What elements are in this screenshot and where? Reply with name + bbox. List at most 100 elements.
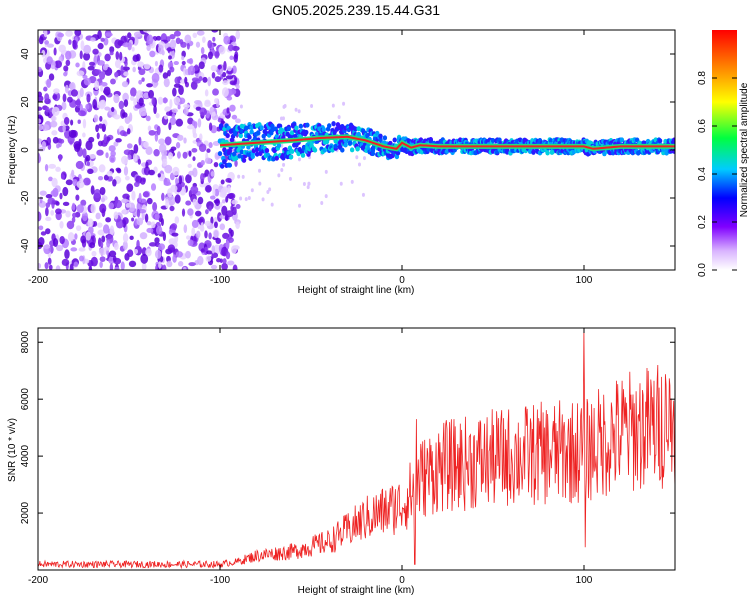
noise-blob: [174, 194, 181, 204]
noise-blob: [231, 199, 238, 205]
snr-xtick-label: -100: [210, 575, 230, 586]
noise-blob: [178, 97, 186, 105]
noise-blob: [97, 222, 103, 228]
noise-blob: [212, 187, 216, 198]
noise-blob: [109, 263, 114, 270]
noise-blob: [82, 118, 87, 129]
noise-blob: [197, 118, 202, 128]
noise-blob: [46, 56, 53, 65]
signal-blob: [250, 154, 255, 160]
noise-blob: [214, 50, 220, 59]
noise-blob: [114, 71, 119, 78]
noise-blob: [235, 84, 240, 90]
noise-blob: [153, 105, 157, 115]
noise-blob: [214, 98, 219, 104]
noise-blob: [209, 195, 216, 200]
snr-ytick-label: 4000: [20, 445, 31, 468]
noise-blob: [83, 52, 91, 61]
spectrogram-marks: [38, 30, 675, 270]
noise-blob: [98, 71, 106, 80]
noise-blob: [222, 258, 227, 265]
noise-blob: [194, 99, 202, 105]
noise-blob: [175, 37, 181, 45]
noise-blob: [112, 179, 117, 187]
noise-blob: [105, 152, 109, 159]
noise-blob: [192, 156, 196, 162]
noise-blob: [161, 158, 168, 167]
noise-blob: [219, 214, 227, 219]
noise-blob: [133, 181, 140, 187]
noise-blob: [52, 238, 59, 247]
noise-blob: [113, 141, 119, 147]
signal-blob: [247, 134, 252, 140]
noise-blob: [45, 194, 53, 199]
noise-blob: [64, 249, 70, 260]
noise-blob: [133, 31, 142, 38]
noise-blob: [221, 199, 226, 204]
noise-blob: [205, 184, 212, 193]
signal-blob: [672, 137, 675, 143]
noise-blob: [59, 138, 65, 144]
noise-blob: [83, 77, 91, 86]
noise-blob: [63, 116, 70, 125]
noise-blob: [171, 113, 176, 119]
signal-blob: [619, 137, 625, 143]
noise-blob: [98, 247, 107, 256]
noise-blob: [194, 210, 202, 217]
noise-blob: [95, 212, 101, 220]
noise-blob: [104, 32, 113, 37]
noise-blob: [178, 85, 184, 96]
noise-blob: [100, 37, 105, 42]
noise-blob: [210, 171, 215, 177]
noise-blob: [145, 248, 152, 257]
noise-blob: [71, 216, 76, 223]
noise-blob: [324, 169, 328, 174]
noise-blob: [150, 183, 157, 191]
noise-blob: [72, 39, 77, 49]
noise-blob: [202, 76, 208, 83]
noise-blob: [337, 115, 341, 120]
noise-blob: [177, 134, 184, 141]
noise-blob: [200, 248, 205, 253]
noise-blob: [191, 219, 199, 229]
noise-blob: [173, 96, 181, 104]
noise-blob: [157, 173, 161, 178]
noise-blob: [123, 99, 129, 107]
noise-blob: [122, 209, 127, 215]
colorbar-ticks: 0.0 0.2 0.4 0.6 0.8: [697, 71, 737, 277]
noise-blob: [144, 213, 149, 223]
ridge-core-line: [219, 135, 675, 150]
noise-blob: [137, 158, 141, 165]
noise-blob: [158, 243, 166, 251]
noise-blob: [170, 184, 178, 193]
noise-blob: [187, 239, 194, 247]
noise-blob: [204, 101, 211, 108]
noise-blob: [187, 163, 192, 168]
noise-blob: [87, 168, 94, 175]
noise-blob: [210, 264, 218, 270]
signal-blob: [270, 123, 275, 129]
noise-blob: [157, 44, 164, 55]
noise-blob: [152, 202, 158, 212]
noise-blob: [151, 72, 160, 83]
noise-blob: [80, 235, 87, 244]
snr-xtick-label: 0: [399, 575, 405, 586]
noise-blob: [230, 205, 234, 212]
noise-blob: [257, 168, 261, 173]
noise-blob: [99, 256, 106, 262]
noise-blob: [226, 66, 232, 72]
noise-blob: [81, 211, 88, 222]
noise-blob: [230, 245, 238, 254]
noise-blob: [143, 92, 149, 99]
noise-blob: [138, 209, 147, 214]
chart-title: GN05.2025.239.15.44.G31: [272, 2, 440, 18]
noise-blob: [59, 192, 63, 200]
snr-xtick-label: 100: [576, 575, 593, 586]
noise-blob: [250, 188, 254, 193]
noise-blob: [110, 150, 116, 157]
noise-blob: [97, 229, 106, 236]
noise-blob: [55, 208, 62, 215]
noise-blob: [183, 224, 188, 234]
noise-blob: [62, 186, 69, 197]
noise-blob: [38, 225, 44, 231]
